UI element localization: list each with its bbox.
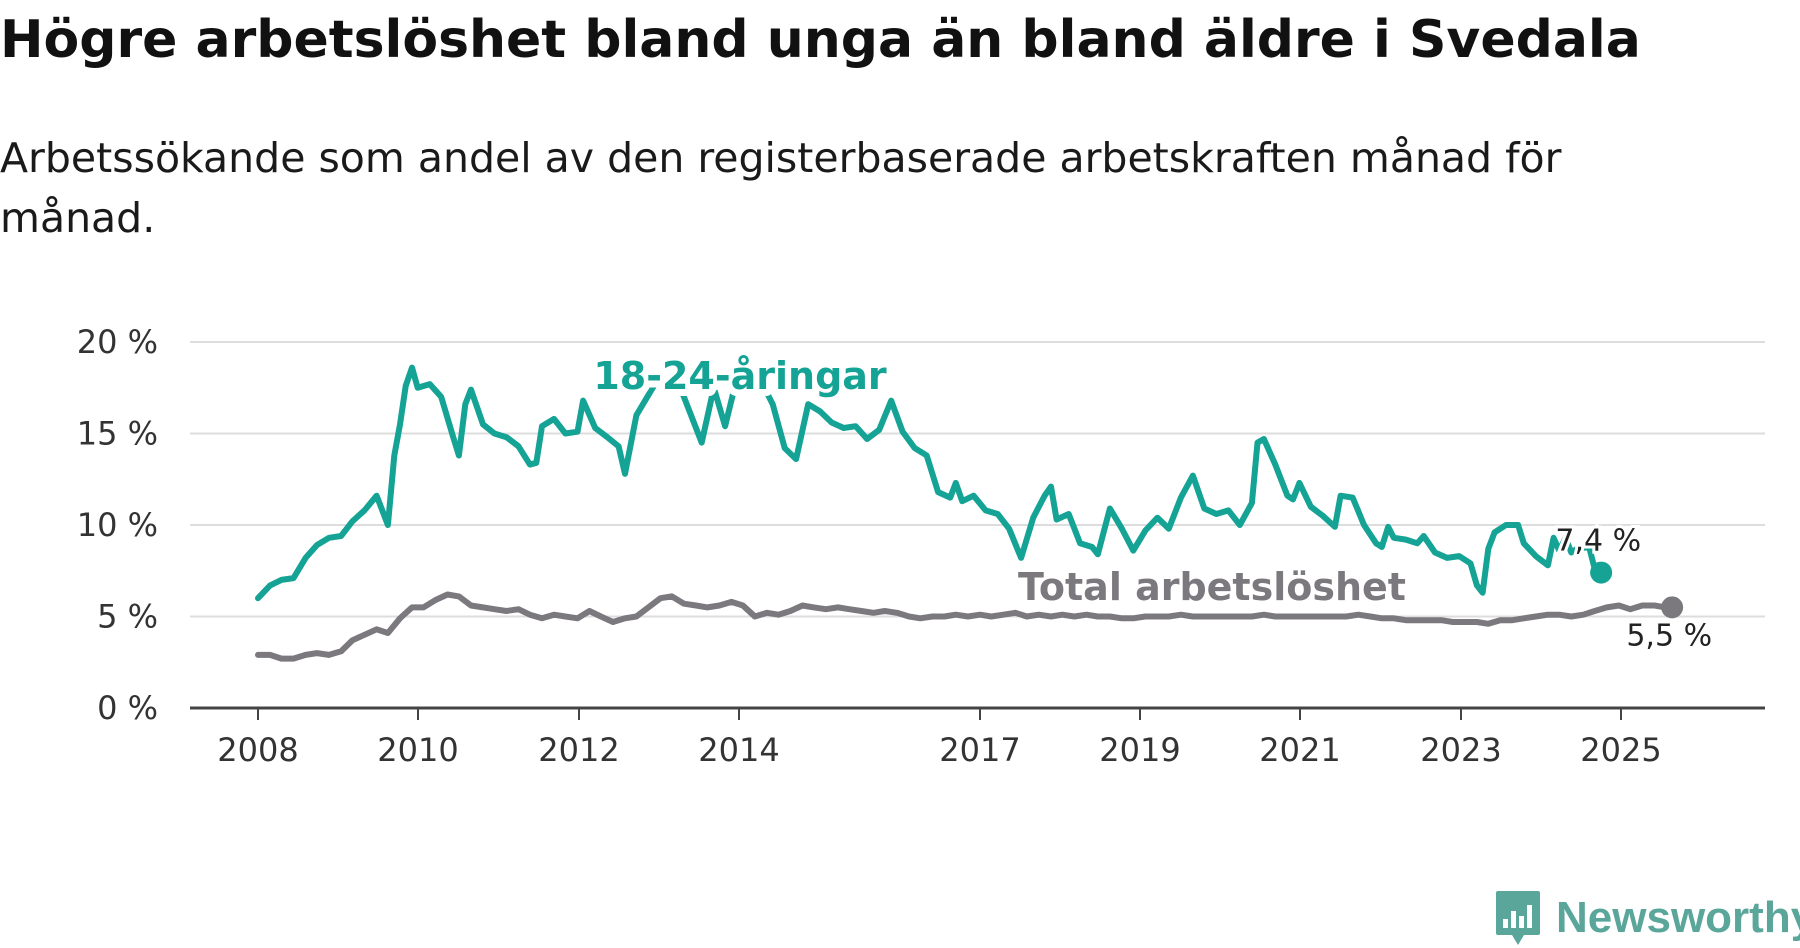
y-axis-labels: 0 % 5 % 10 % 15 % 20 % [77, 323, 158, 727]
series-label-youth: 18-24-åringar [593, 354, 887, 398]
x-tick-label-2025: 2025 [1580, 731, 1661, 769]
x-tick-label-2008: 2008 [217, 731, 298, 769]
x-tick-label-2010: 2010 [377, 731, 458, 769]
series-lines [255, 362, 1676, 662]
y-tick-label-10: 10 % [77, 506, 158, 544]
series-label-total: Total arbetslöshet [1018, 565, 1406, 609]
end-marker-total [1661, 596, 1684, 619]
series-end-markers: 7,4 % 5,5 % [1552, 521, 1715, 657]
x-tick-label-2014: 2014 [698, 731, 779, 769]
newsworthy-logo: Newsworthy [1494, 888, 1800, 948]
x-tick-label-2023: 2023 [1420, 731, 1501, 769]
x-axis-ticks [257, 708, 1622, 720]
chart-title: Högre arbetslöshet bland unga än bland ä… [0, 10, 1641, 70]
series-labels: 18-24-åringar Total arbetslöshet [586, 347, 1413, 616]
chart-subtitle: Arbetssökande som andel av den registerb… [0, 134, 1562, 242]
end-value-label-youth: 7,4 % [1555, 524, 1641, 559]
end-marker-youth [1590, 561, 1613, 584]
y-tick-label-5: 5 % [97, 598, 158, 636]
series-line-total [255, 591, 1676, 662]
end-value-label-total: 5,5 % [1626, 618, 1712, 653]
series-line-youth [255, 362, 1605, 602]
y-tick-label-15: 15 % [77, 415, 158, 453]
y-tick-label-0: 0 % [97, 689, 158, 727]
x-axis-labels: 2008 2010 2012 2014 2017 2019 2021 2023 2025 [217, 731, 1661, 769]
x-tick-label-2019: 2019 [1099, 731, 1180, 769]
x-tick-label-2021: 2021 [1259, 731, 1340, 769]
newsworthy-logo-text: Newsworthy [1556, 893, 1800, 942]
x-tick-label-2012: 2012 [538, 731, 619, 769]
x-tick-label-2017: 2017 [939, 731, 1020, 769]
newsworthy-logo-icon [1496, 891, 1540, 945]
y-tick-label-20: 20 % [77, 323, 158, 361]
